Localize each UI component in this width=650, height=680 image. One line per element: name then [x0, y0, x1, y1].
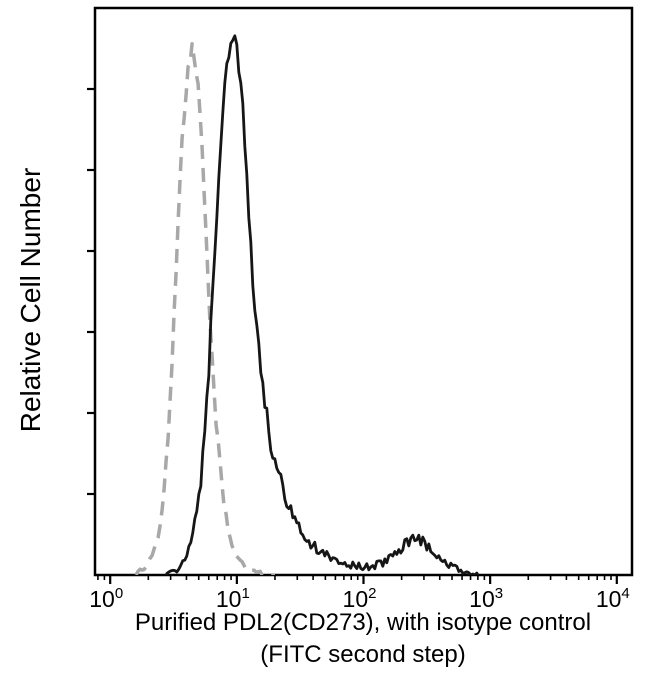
y-axis-ticks	[87, 87, 95, 496]
histogram-curves	[134, 34, 480, 575]
x-tick-label: 101	[216, 585, 250, 612]
y-axis-label: Relative Cell Number	[15, 168, 46, 433]
x-tick-label: 102	[343, 585, 377, 612]
x-tick-label: 100	[89, 585, 123, 612]
x-axis-caption-line1: Purified PDL2(CD273), with isotype contr…	[135, 609, 591, 636]
x-axis-caption-line2: (FITC second step)	[260, 641, 465, 668]
x-axis-ticks: 100 101 102 103 104	[89, 575, 630, 612]
pdl2-stained-curve	[165, 34, 480, 575]
plot-area: 100 101 102 103 104	[87, 6, 634, 612]
isotype-control-curve	[134, 41, 276, 575]
x-tick-label: 103	[469, 585, 503, 612]
x-tick-label: 104	[596, 585, 630, 612]
plot-border	[93, 6, 634, 577]
